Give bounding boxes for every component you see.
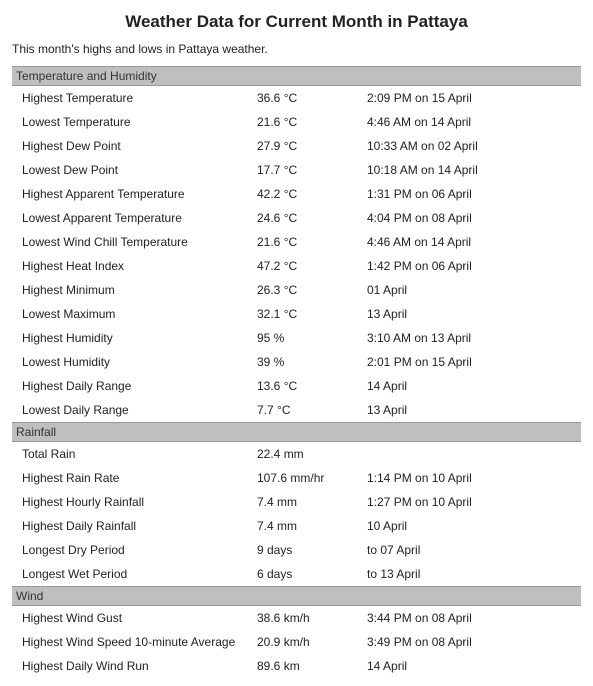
row-time — [367, 445, 577, 463]
data-row: Highest Apparent Temperature42.2 °C1:31 … — [12, 182, 581, 206]
row-time: 13 April — [367, 305, 577, 323]
row-time: 3:44 PM on 08 April — [367, 609, 577, 627]
row-time: 14 April — [367, 377, 577, 395]
row-label: Highest Wind Speed 10-minute Average — [22, 633, 257, 651]
row-label: Lowest Humidity — [22, 353, 257, 371]
row-label: Highest Temperature — [22, 89, 257, 107]
row-label: Highest Rain Rate — [22, 469, 257, 487]
row-time: 10:33 AM on 02 April — [367, 137, 577, 155]
row-label: Highest Wind Gust — [22, 609, 257, 627]
row-value: 39 % — [257, 353, 367, 371]
row-label: Highest Hourly Rainfall — [22, 493, 257, 511]
row-time: 2:01 PM on 15 April — [367, 353, 577, 371]
row-value: 36.6 °C — [257, 89, 367, 107]
section-header: Wind — [12, 586, 581, 606]
row-time: 13 April — [367, 401, 577, 419]
sections-container: Temperature and HumidityHighest Temperat… — [12, 66, 581, 678]
row-value: 13.6 °C — [257, 377, 367, 395]
row-label: Lowest Dew Point — [22, 161, 257, 179]
row-value: 22.4 mm — [257, 445, 367, 463]
data-row: Lowest Daily Range7.7 °C13 April — [12, 398, 581, 422]
data-row: Lowest Wind Chill Temperature21.6 °C4:46… — [12, 230, 581, 254]
row-time: 4:04 PM on 08 April — [367, 209, 577, 227]
row-value: 24.6 °C — [257, 209, 367, 227]
data-row: Highest Hourly Rainfall7.4 mm1:27 PM on … — [12, 490, 581, 514]
data-row: Lowest Apparent Temperature24.6 °C4:04 P… — [12, 206, 581, 230]
row-value: 21.6 °C — [257, 113, 367, 131]
row-value: 27.9 °C — [257, 137, 367, 155]
section-header: Rainfall — [12, 422, 581, 442]
section-header: Temperature and Humidity — [12, 66, 581, 86]
data-row: Highest Heat Index47.2 °C1:42 PM on 06 A… — [12, 254, 581, 278]
data-row: Highest Humidity95 %3:10 AM on 13 April — [12, 326, 581, 350]
data-row: Highest Temperature36.6 °C2:09 PM on 15 … — [12, 86, 581, 110]
row-time: 10:18 AM on 14 April — [367, 161, 577, 179]
data-row: Highest Daily Range13.6 °C14 April — [12, 374, 581, 398]
row-value: 47.2 °C — [257, 257, 367, 275]
row-value: 89.6 km — [257, 657, 367, 675]
row-value: 20.9 km/h — [257, 633, 367, 651]
data-row: Highest Wind Gust38.6 km/h3:44 PM on 08 … — [12, 606, 581, 630]
row-time: 4:46 AM on 14 April — [367, 113, 577, 131]
data-row: Highest Dew Point27.9 °C10:33 AM on 02 A… — [12, 134, 581, 158]
row-value: 21.6 °C — [257, 233, 367, 251]
data-row: Highest Rain Rate107.6 mm/hr1:14 PM on 1… — [12, 466, 581, 490]
row-time: 3:49 PM on 08 April — [367, 633, 577, 651]
row-value: 42.2 °C — [257, 185, 367, 203]
row-label: Total Rain — [22, 445, 257, 463]
row-time: 1:14 PM on 10 April — [367, 469, 577, 487]
row-time: 14 April — [367, 657, 577, 675]
data-row: Highest Daily Rainfall7.4 mm10 April — [12, 514, 581, 538]
row-value: 32.1 °C — [257, 305, 367, 323]
row-label: Highest Daily Range — [22, 377, 257, 395]
data-row: Lowest Temperature21.6 °C4:46 AM on 14 A… — [12, 110, 581, 134]
row-value: 7.4 mm — [257, 493, 367, 511]
row-value: 9 days — [257, 541, 367, 559]
row-label: Highest Humidity — [22, 329, 257, 347]
data-row: Highest Minimum26.3 °C01 April — [12, 278, 581, 302]
data-row: Lowest Humidity39 %2:01 PM on 15 April — [12, 350, 581, 374]
data-row: Total Rain22.4 mm — [12, 442, 581, 466]
row-label: Highest Apparent Temperature — [22, 185, 257, 203]
row-time: 2:09 PM on 15 April — [367, 89, 577, 107]
row-time: 1:31 PM on 06 April — [367, 185, 577, 203]
row-value: 107.6 mm/hr — [257, 469, 367, 487]
row-value: 95 % — [257, 329, 367, 347]
row-label: Highest Heat Index — [22, 257, 257, 275]
row-label: Highest Daily Wind Run — [22, 657, 257, 675]
row-value: 38.6 km/h — [257, 609, 367, 627]
row-value: 6 days — [257, 565, 367, 583]
data-row: Lowest Dew Point17.7 °C10:18 AM on 14 Ap… — [12, 158, 581, 182]
row-label: Lowest Apparent Temperature — [22, 209, 257, 227]
row-value: 26.3 °C — [257, 281, 367, 299]
data-row: Longest Wet Period6 daysto 13 April — [12, 562, 581, 586]
row-time: 3:10 AM on 13 April — [367, 329, 577, 347]
row-time: 1:27 PM on 10 April — [367, 493, 577, 511]
data-row: Highest Daily Wind Run89.6 km14 April — [12, 654, 581, 678]
row-label: Lowest Maximum — [22, 305, 257, 323]
row-time: 10 April — [367, 517, 577, 535]
row-value: 7.7 °C — [257, 401, 367, 419]
page-subtitle: This month's highs and lows in Pattaya w… — [12, 42, 581, 56]
row-time: to 07 April — [367, 541, 577, 559]
row-time: 01 April — [367, 281, 577, 299]
row-label: Highest Daily Rainfall — [22, 517, 257, 535]
row-value: 7.4 mm — [257, 517, 367, 535]
page-title: Weather Data for Current Month in Pattay… — [12, 12, 581, 32]
row-label: Longest Wet Period — [22, 565, 257, 583]
data-row: Highest Wind Speed 10-minute Average20.9… — [12, 630, 581, 654]
data-row: Lowest Maximum32.1 °C13 April — [12, 302, 581, 326]
row-label: Longest Dry Period — [22, 541, 257, 559]
row-label: Lowest Daily Range — [22, 401, 257, 419]
row-value: 17.7 °C — [257, 161, 367, 179]
row-label: Highest Minimum — [22, 281, 257, 299]
row-label: Lowest Wind Chill Temperature — [22, 233, 257, 251]
row-label: Highest Dew Point — [22, 137, 257, 155]
row-time: to 13 April — [367, 565, 577, 583]
row-label: Lowest Temperature — [22, 113, 257, 131]
data-row: Longest Dry Period9 daysto 07 April — [12, 538, 581, 562]
row-time: 1:42 PM on 06 April — [367, 257, 577, 275]
row-time: 4:46 AM on 14 April — [367, 233, 577, 251]
